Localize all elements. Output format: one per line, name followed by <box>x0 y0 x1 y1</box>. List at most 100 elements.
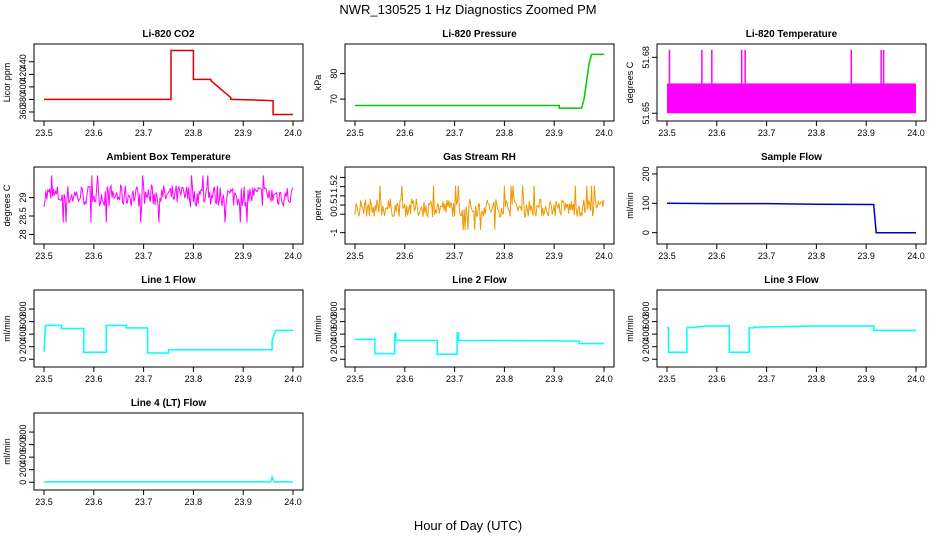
chart-panel-8: Line 2 Flow 23.5 23.6 23.7 23.8 23.9 24.0 0 2004… <box>313 275 615 384</box>
x-tick-label: 23.6 <box>85 374 103 384</box>
y-axis-label: ml/min <box>2 315 12 342</box>
y-tick-label: 600 <box>329 314 339 329</box>
x-axis: 23.5 23.6 23.7 23.8 23.9 24.0 <box>35 490 302 507</box>
series-line <box>44 475 293 483</box>
plot-frame <box>656 43 927 122</box>
y-tick-label: 100 <box>641 196 651 211</box>
x-axis: 23.5 23.6 23.7 23.8 23.9 24.0 <box>658 121 925 138</box>
y-tick-label: 0 <box>641 357 651 362</box>
x-tick-label: 23.7 <box>135 497 153 507</box>
y-axis-label: ml/min <box>625 192 635 219</box>
x-tick-label: 23.6 <box>85 251 103 261</box>
x-tick-label: 23.6 <box>708 128 726 138</box>
y-tick-label: 51.68 <box>641 46 651 69</box>
x-tick-label: 23.8 <box>808 128 826 138</box>
x-tick-label: 23.8 <box>185 374 203 384</box>
y-tick-label: 70 <box>329 94 339 104</box>
x-tick-label: 23.5 <box>35 497 53 507</box>
chart-panel-2: Li-820 Pressure 23.5 23.6 23.7 23.8 23.9 24.0 7… <box>313 29 615 138</box>
y-tick-label: -1 <box>329 229 339 237</box>
chart-panel-7: Line 1 Flow 23.5 23.6 23.7 23.8 23.9 24.0 0 2004… <box>2 275 304 384</box>
x-tick-label: 23.9 <box>234 128 252 138</box>
chart-panel-5: Gas Stream RH 23.5 23.6 23.7 23.8 23.9 24.0 -1 0… <box>313 152 615 261</box>
x-tick-label: 23.8 <box>185 128 203 138</box>
y-tick-label: 800 <box>641 302 651 317</box>
x-tick-label: 24.0 <box>595 251 613 261</box>
chart-title: Sample Flow <box>761 152 822 163</box>
chart-title: Ambient Box Temperature <box>106 152 231 163</box>
x-tick-label: 23.5 <box>346 128 364 138</box>
x-tick-label: 23.7 <box>446 128 464 138</box>
series <box>354 185 605 230</box>
x-tick-label: 24.0 <box>907 128 925 138</box>
x-axis: 23.5 23.6 23.7 23.8 23.9 24.0 <box>346 367 613 384</box>
chart-title: Li-820 CO2 <box>142 29 195 40</box>
series <box>667 49 916 114</box>
series-line <box>666 202 916 234</box>
y-tick-label: 400 <box>18 327 28 342</box>
series-line <box>44 49 293 116</box>
y-tick-label: 400 <box>329 327 339 342</box>
y-tick-label: 440 <box>18 54 28 69</box>
x-tick-label: 23.5 <box>35 251 53 261</box>
series <box>43 175 294 223</box>
x-tick-label: 23.8 <box>496 374 514 384</box>
x-tick-label: 23.7 <box>135 128 153 138</box>
x-tick-label: 24.0 <box>284 374 302 384</box>
series-line <box>43 324 293 354</box>
y-tick-label: 200 <box>18 339 28 354</box>
y-axis-label: Licor ppm <box>2 63 12 103</box>
y-axis-label: ml/min <box>2 438 12 465</box>
y-tick-label: 200 <box>641 339 651 354</box>
x-tick-label: 23.5 <box>658 374 676 384</box>
x-tick-label: 24.0 <box>907 374 925 384</box>
y-tick-label: 400 <box>18 450 28 465</box>
y-tick-label: 0 <box>18 357 28 362</box>
x-tick-label: 24.0 <box>284 497 302 507</box>
plot-frame <box>33 166 304 245</box>
chart-panel-6: Sample Flow 23.5 23.6 23.7 23.8 23.9 24.0 0 100 2… <box>625 152 927 261</box>
x-tick-label: 23.6 <box>396 128 414 138</box>
x-tick-label: 23.8 <box>185 497 203 507</box>
plot-frame <box>33 412 304 491</box>
chart-panel-9: Line 3 Flow 23.5 23.6 23.7 23.8 23.9 24.0 0 2004… <box>625 275 927 384</box>
series <box>44 475 293 483</box>
x-tick-label: 23.9 <box>545 128 563 138</box>
y-tick-label: 600 <box>641 314 651 329</box>
x-tick-label: 23.6 <box>85 128 103 138</box>
x-tick-label: 23.7 <box>758 374 776 384</box>
series-line <box>667 325 916 354</box>
chart-title: Li-820 Pressure <box>442 29 517 40</box>
y-tick-label: 800 <box>18 425 28 440</box>
y-tick-label: 600 <box>18 314 28 329</box>
x-tick-label: 23.7 <box>446 374 464 384</box>
series <box>44 49 293 116</box>
x-tick-label: 24.0 <box>595 374 613 384</box>
y-axis-label: kPa <box>313 75 323 91</box>
y-tick-label: 2 <box>329 175 339 180</box>
x-axis: 23.5 23.6 23.7 23.8 23.9 24.0 <box>346 121 613 138</box>
y-tick-label: 0 <box>18 480 28 485</box>
x-tick-label: 23.8 <box>496 251 514 261</box>
y-axis-label: ml/min <box>313 315 323 342</box>
y-axis-label: degrees C <box>625 61 635 103</box>
plot-frame <box>33 289 304 368</box>
y-tick-label: 28 <box>18 229 28 239</box>
x-tick-label: 23.9 <box>545 374 563 384</box>
y-axis-label: ml/min <box>625 315 635 342</box>
chart-title: Line 1 Flow <box>141 275 196 286</box>
chart-panel-10: Line 4 (LT) Flow 23.5 23.6 23.7 23.8 23.9 24.0… <box>2 398 304 507</box>
series <box>667 325 916 354</box>
x-axis: 23.5 23.6 23.7 23.8 23.9 24.0 <box>35 367 302 384</box>
y-tick-label: 51.65 <box>641 102 651 125</box>
x-tick-label: 23.9 <box>857 128 875 138</box>
y-tick-label: 1 <box>329 193 339 198</box>
x-tick-label: 23.7 <box>135 251 153 261</box>
series-line <box>354 185 605 230</box>
x-tick-label: 23.6 <box>85 497 103 507</box>
plot-frame <box>344 289 615 368</box>
plot-frame <box>344 43 615 122</box>
